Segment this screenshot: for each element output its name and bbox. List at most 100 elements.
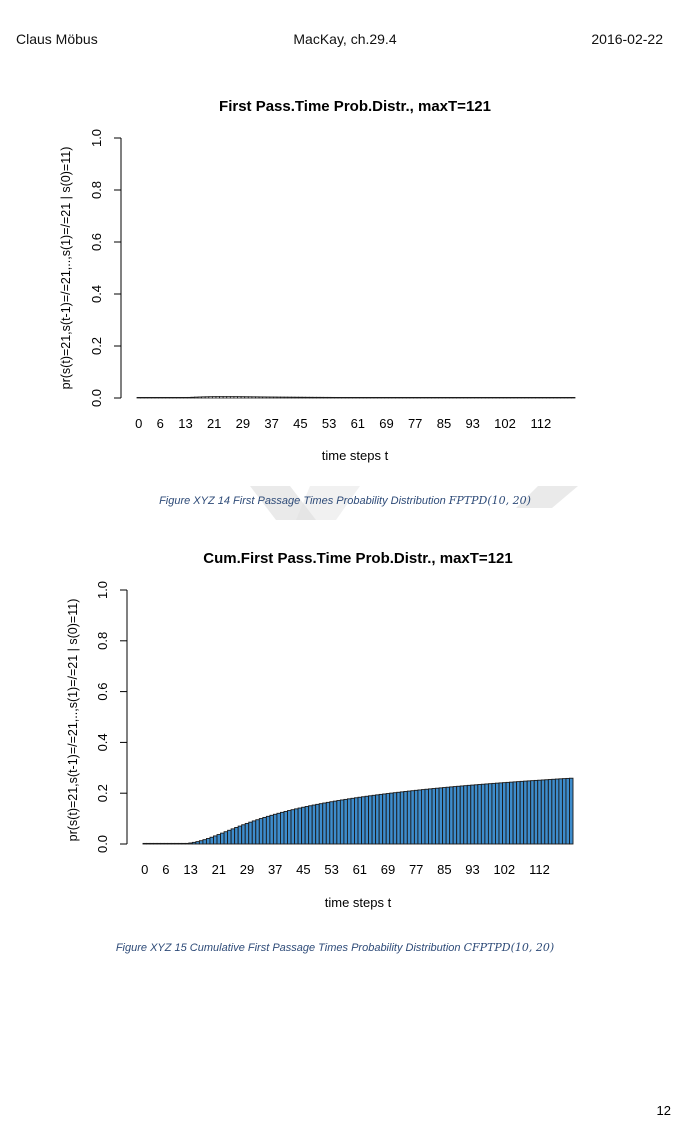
bar [477, 396, 483, 399]
bar [241, 824, 246, 845]
bar [344, 396, 350, 399]
bar [165, 396, 170, 399]
bar [544, 779, 549, 845]
caption-math: FPTPD(10, 20) [448, 494, 531, 507]
bar [167, 842, 172, 845]
x-tick-label: 45 [296, 862, 310, 877]
bar [470, 784, 475, 845]
bar [553, 396, 558, 399]
bar [258, 396, 264, 399]
bar [251, 396, 256, 399]
y-tick-label: 0.0 [89, 389, 104, 407]
bar [505, 781, 510, 845]
bar [410, 790, 415, 845]
bar [409, 396, 414, 399]
bar [459, 396, 465, 399]
bar [352, 396, 357, 399]
bar [150, 396, 156, 399]
bar [237, 825, 243, 845]
bar [542, 396, 547, 399]
bar [569, 777, 574, 845]
bar [147, 396, 152, 399]
x-tick-label: 53 [322, 416, 336, 431]
bar [452, 396, 457, 399]
figure-cumulative-first-passage: Cum.First Pass.Time Prob.Distr., maxT=12… [0, 540, 690, 935]
caption-text: Figure XYZ 15 Cumulative First Passage T… [115, 942, 464, 954]
bar [512, 781, 518, 845]
bar [215, 396, 220, 399]
x-tick-label: 6 [157, 416, 164, 431]
bar [265, 815, 271, 845]
bar [287, 810, 292, 845]
bar [571, 396, 576, 399]
bar [325, 801, 331, 845]
bar [368, 795, 373, 845]
bar [258, 818, 264, 845]
page-header-reference: MacKay, ch.29.4 [293, 31, 397, 47]
bar [445, 396, 450, 399]
bar [395, 396, 400, 399]
bar [398, 396, 404, 399]
bar [233, 396, 238, 399]
x-tick-label: 69 [381, 862, 395, 877]
x-tick-label: 61 [353, 862, 367, 877]
bar [484, 396, 490, 399]
bar [498, 782, 503, 845]
bars [136, 396, 576, 399]
bar [545, 396, 551, 399]
bar [251, 820, 257, 845]
bar [533, 779, 539, 845]
y-axis: 0.0 0.2 0.4 0.6 0.8 1.0 [89, 129, 122, 407]
bar [531, 396, 536, 399]
bar [186, 396, 192, 399]
x-tick-label: 77 [409, 862, 423, 877]
bar [520, 396, 526, 399]
x-tick-label: 37 [268, 862, 282, 877]
bar [380, 396, 386, 399]
bar [330, 396, 335, 399]
bar [526, 780, 532, 845]
bar [301, 806, 306, 845]
bar [354, 797, 359, 845]
bar [146, 842, 151, 845]
bar [516, 781, 521, 845]
bar [273, 396, 278, 399]
bar [449, 786, 454, 845]
bar [502, 782, 507, 845]
x-tick-label: 53 [324, 862, 338, 877]
bar [181, 842, 186, 845]
bar [357, 796, 362, 845]
bar [561, 778, 567, 845]
y-tick-label: 0.4 [89, 285, 104, 303]
x-tick-label: 37 [264, 416, 278, 431]
bar [337, 396, 343, 399]
bar [318, 803, 324, 845]
bar [334, 396, 339, 399]
y-tick-label: 0.6 [89, 233, 104, 251]
x-tick-label: 0 [141, 862, 148, 877]
bar [506, 396, 511, 399]
bar [509, 781, 514, 845]
bar [154, 396, 159, 399]
bar [369, 396, 375, 399]
y-axis-label: pr(s(t)=21,s(t-1)=/=21,..,s(1)=/=21 | s(… [59, 147, 73, 390]
bar [537, 779, 542, 845]
bar [341, 396, 346, 399]
x-tick-label: 112 [529, 862, 550, 877]
bar [226, 396, 231, 399]
bar [326, 396, 332, 399]
x-tick-label: 29 [240, 862, 254, 877]
bar [211, 396, 217, 399]
bar [265, 396, 271, 399]
bar [140, 396, 145, 399]
bar [420, 396, 425, 399]
bar [316, 396, 321, 399]
bar [177, 842, 183, 845]
bar [198, 840, 204, 845]
bar [416, 396, 422, 399]
bar [402, 396, 407, 399]
bar [448, 396, 454, 399]
bar [405, 396, 411, 399]
bar [366, 396, 371, 399]
bar [223, 831, 229, 845]
